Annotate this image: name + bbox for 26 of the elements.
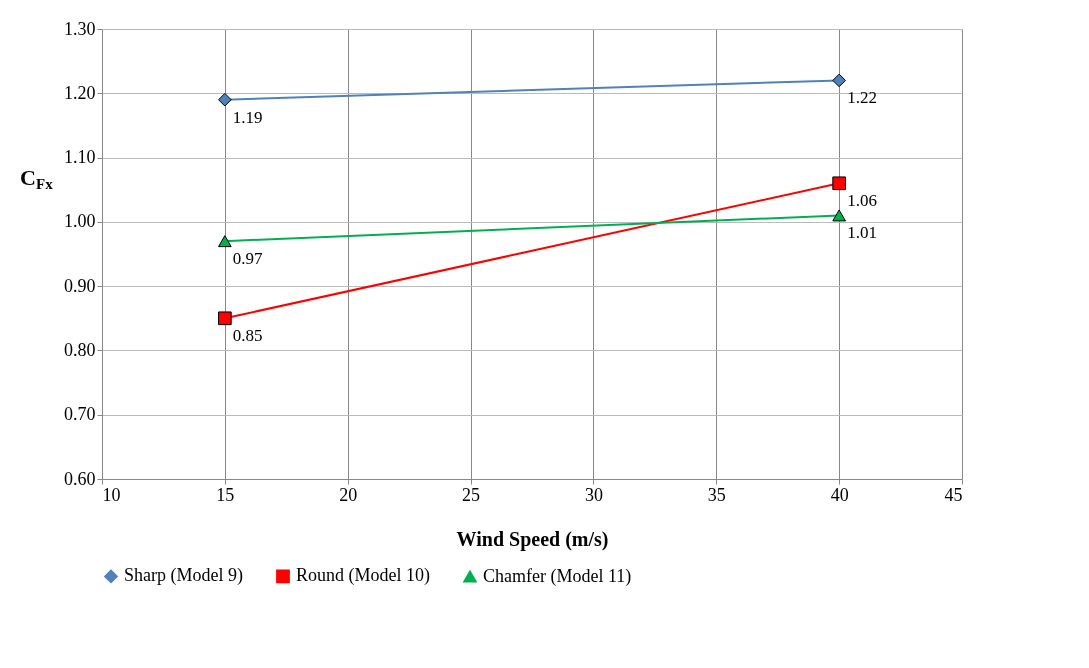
y-tick-label: 0.80 xyxy=(64,339,96,360)
legend-label: Chamfer (Model 11) xyxy=(483,565,632,587)
x-tick-label: 35 xyxy=(707,484,726,505)
legend-label: Round (Model 10) xyxy=(296,565,430,587)
y-tick-label: 0.90 xyxy=(64,275,96,296)
x-tick-label: 10 xyxy=(102,484,121,505)
y-tick-label: 0.60 xyxy=(64,468,96,489)
y-tick-label: 1.30 xyxy=(64,18,96,39)
x-tick-label: 25 xyxy=(462,484,481,505)
data-label: 1.19 xyxy=(232,107,263,127)
data-label: 1.01 xyxy=(847,223,877,243)
x-tick-label: 30 xyxy=(584,484,603,505)
x-tick-label: 15 xyxy=(216,484,235,505)
y-tick-label: 1.20 xyxy=(64,82,96,103)
x-axis-title: Wind Speed (m/s) xyxy=(456,527,609,551)
x-tick-label: 20 xyxy=(339,484,358,505)
data-label: 0.97 xyxy=(232,249,264,269)
y-tick-label: 0.70 xyxy=(64,404,96,425)
data-label: 1.06 xyxy=(847,191,877,211)
x-tick-label: 40 xyxy=(830,484,849,505)
y-tick-label: 1.10 xyxy=(64,147,96,168)
y-tick-label: 1.00 xyxy=(64,211,96,232)
legend-label: Sharp (Model 9) xyxy=(124,565,243,587)
data-label: 1.22 xyxy=(847,88,877,108)
data-label: 0.85 xyxy=(232,326,263,346)
x-tick-label: 45 xyxy=(944,484,963,505)
